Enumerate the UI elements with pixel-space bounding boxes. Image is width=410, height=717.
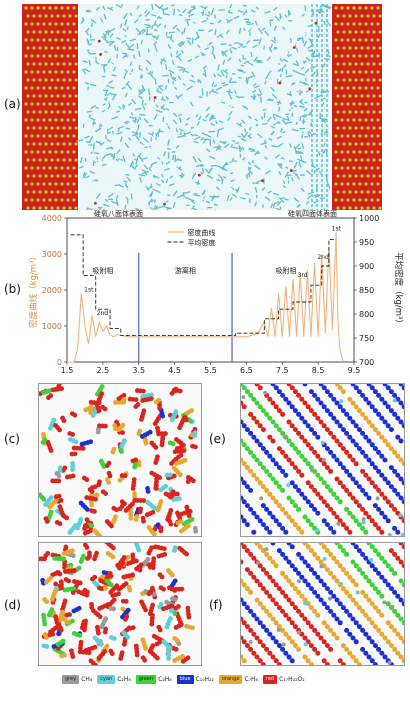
region-label: 游离相: [175, 266, 196, 275]
y-left-tick-label: 4000: [42, 214, 62, 223]
label-a: (a): [4, 97, 21, 111]
y-left-axis-label: 密度曲线（kg/m³）: [28, 252, 39, 328]
snapshot-d: [38, 542, 202, 666]
x-tick-label: 5.5: [204, 366, 217, 375]
average-density-curve: [70, 234, 337, 337]
y-right-tick-label: 750: [359, 334, 374, 343]
legend-formula: C₂H₆: [117, 675, 131, 683]
legend-orange: orange C₇H₈: [218, 674, 258, 684]
legend-swatch: red: [262, 674, 278, 684]
x-tick-label: 8.5: [312, 366, 325, 375]
legend-density-label: 密度曲线: [187, 228, 215, 237]
x-tick-label: 6.5: [240, 366, 253, 375]
species-legend: grey CH₄ cyan C₂H₆ green C₃H₈ blue C₁₀H₂₂ or…: [62, 672, 358, 686]
molecular-snapshot-a: [22, 4, 407, 210]
y-left-tick-label: 3000: [42, 250, 62, 259]
legend-formula: C₃H₈: [158, 675, 172, 683]
y-left-tick-label: 0: [57, 358, 62, 367]
snapshot-f: [240, 542, 405, 666]
region-label: 吸附相: [275, 266, 296, 275]
y-left-tick-label: 2000: [42, 286, 62, 295]
legend-swatch: blue: [176, 674, 194, 684]
legend-grey: grey CH₄: [62, 674, 93, 684]
surface-slab: [22, 4, 78, 210]
y-left-tick-label: 1000: [42, 322, 62, 331]
label-d: (d): [4, 598, 21, 612]
legend-swatch: grey: [62, 674, 80, 684]
layer-label: 1st: [332, 225, 342, 232]
legend-formula: C₁₇H₃₂O₂: [279, 675, 305, 683]
y-right-tick-label: 800: [359, 310, 374, 319]
legend-formula: C₇H₈: [244, 675, 258, 683]
legend-red: red C₁₇H₃₂O₂: [262, 674, 305, 684]
x-tick-label: 9.5: [348, 366, 361, 375]
y-right-axis-label: 平均密度（kg/m³）: [393, 252, 404, 328]
legend-average-label: 平均密度: [187, 238, 215, 247]
legend-formula: C₁₀H₂₂: [195, 675, 214, 683]
x-tick-label: 3.5: [132, 366, 145, 375]
snapshot-right-label: 硅氧四面体表面: [288, 210, 337, 218]
label-b: (b): [4, 282, 21, 296]
region-label: 吸附相: [92, 266, 113, 275]
snapshot-c: [38, 383, 202, 537]
legend-formula: CH₄: [81, 675, 93, 683]
density-curve: [67, 232, 344, 363]
y-right-tick-label: 850: [359, 286, 374, 295]
x-tick-label: 1.5: [61, 366, 74, 375]
surface-slab: [332, 4, 382, 210]
layer-label: 2nd: [317, 254, 329, 261]
y-right-tick-label: 1000: [359, 214, 379, 223]
layer-label: 3rd: [298, 272, 308, 279]
y-right-tick-label: 950: [359, 238, 374, 247]
legend-cyan: cyan C₂H₆: [97, 674, 131, 684]
legend-swatch: orange: [218, 674, 243, 684]
legend-green: green C₃H₈: [135, 674, 172, 684]
legend-blue: blue C₁₀H₂₂: [176, 674, 214, 684]
y-right-tick-label: 700: [359, 358, 374, 367]
snapshot-left-label: 硅氧八面体表面: [94, 210, 143, 218]
x-tick-label: 2.5: [97, 366, 110, 375]
label-c: (c): [4, 432, 20, 446]
label-f: (f): [209, 598, 223, 612]
y-right-tick-label: 900: [359, 262, 374, 271]
layer-label: 2nd: [97, 310, 109, 317]
density-chart: 1.5 2.5 3.5 4.5 5.5 6.5 7.5 8.5 9.5 0 1000 2000 3000…: [28, 214, 404, 375]
x-tick-label: 4.5: [168, 366, 181, 375]
legend-swatch: cyan: [97, 674, 116, 684]
label-e: (e): [209, 432, 226, 446]
layer-label: 1st: [84, 287, 94, 294]
legend-swatch: green: [135, 674, 157, 684]
snapshot-e: [240, 383, 405, 537]
x-tick-label: 7.5: [276, 366, 289, 375]
